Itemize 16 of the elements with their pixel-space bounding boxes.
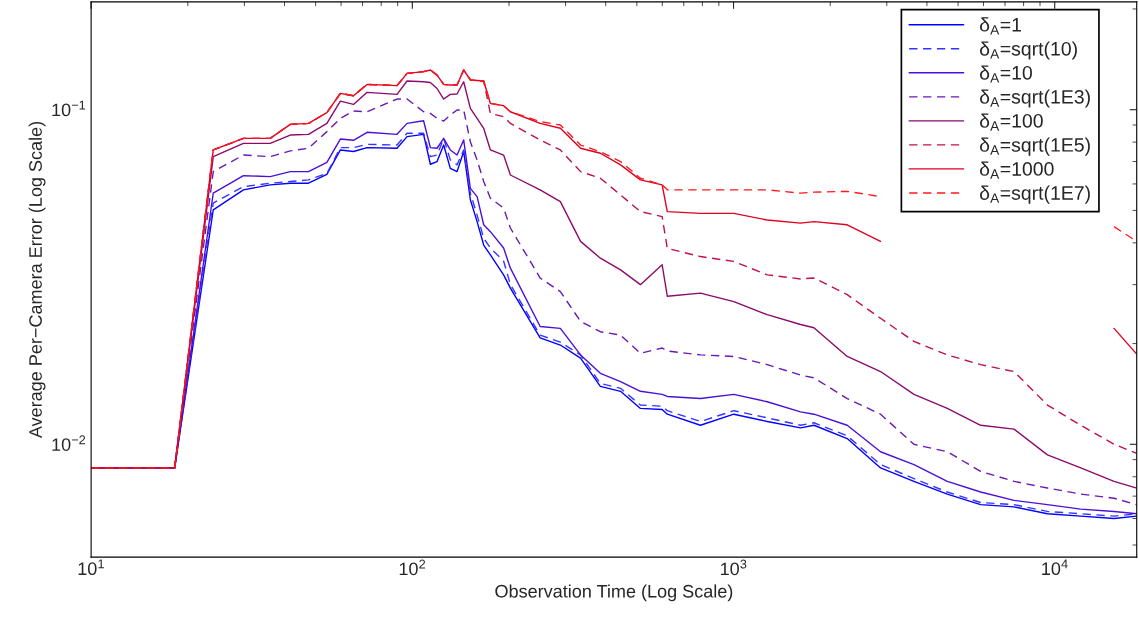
y-tick-label: 10$^{−1}$	[52, 100, 86, 117]
legend-label: δ$_{A}$=sqrt(10)	[979, 41, 1077, 60]
legend-label: δ$_{A}$=sqrt(1E3)	[979, 89, 1090, 108]
y-tick-label: 10$^{−2}$	[52, 435, 86, 451]
legend-label: δ$_{A}$=sqrt(1E7)	[979, 185, 1090, 204]
legend-label: δ$_{A}$=1000	[979, 161, 1054, 179]
x-tick-label: 10$^{1}$	[78, 559, 104, 576]
legend-label: δ$_{A}$=10	[979, 65, 1032, 83]
x-tick-label: 10$^{2}$	[399, 559, 426, 576]
x-tick-label: 10$^{3}$	[721, 559, 747, 576]
legend-label: δ$_{A}$=1	[979, 17, 1021, 35]
legend-label: δ$_{A}$=sqrt(1E5)	[979, 137, 1090, 156]
x-axis-title: Observation Time (Log Scale)	[495, 584, 733, 602]
y-axis-title: Average Per−Camera Error (Log Scale)	[28, 121, 46, 439]
legend-label: δ$_{A}$=100	[979, 113, 1043, 131]
x-tick-label: 10$^{4}$	[1042, 559, 1068, 576]
